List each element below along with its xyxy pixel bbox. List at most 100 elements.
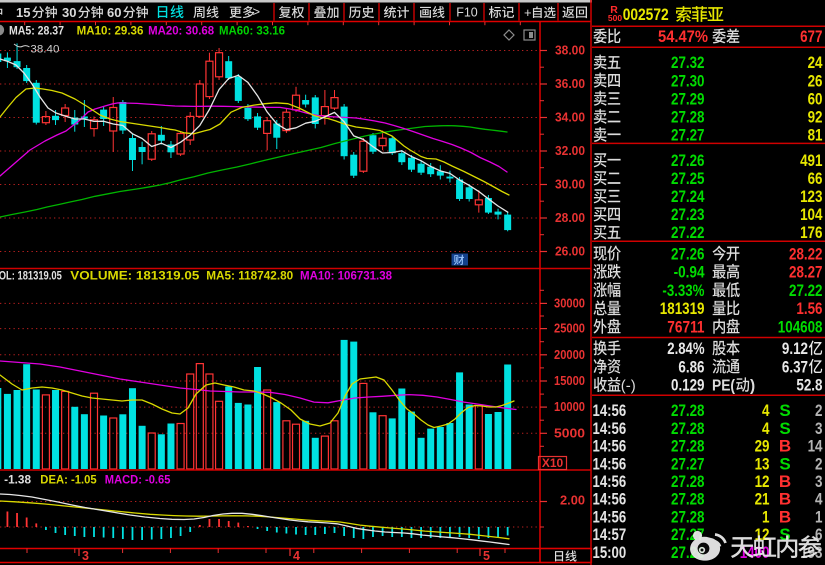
svg-text:30: 30 xyxy=(62,5,76,20)
svg-text:2.84%: 2.84% xyxy=(667,339,704,358)
svg-text:2: 2 xyxy=(815,454,823,473)
svg-text:002572: 002572 xyxy=(623,5,669,24)
svg-text:9.12: 9.12 xyxy=(782,339,808,358)
svg-text:27.22: 27.22 xyxy=(671,223,705,242)
svg-text:X10: X10 xyxy=(542,456,564,470)
svg-text:27.29: 27.29 xyxy=(671,89,705,108)
svg-text:28.22: 28.22 xyxy=(789,244,823,263)
svg-text:76711: 76711 xyxy=(667,317,704,336)
svg-text:14:56: 14:56 xyxy=(593,472,627,491)
svg-text:5: 5 xyxy=(483,549,490,563)
svg-text:): ) xyxy=(750,378,755,395)
svg-text:14:56: 14:56 xyxy=(593,454,627,473)
svg-text:4: 4 xyxy=(293,549,300,563)
svg-text:36.00: 36.00 xyxy=(555,77,585,91)
svg-text:26.00: 26.00 xyxy=(555,245,585,259)
svg-text:13: 13 xyxy=(755,454,770,473)
svg-text:3: 3 xyxy=(815,472,823,491)
svg-text:VOL: 181319.05: VOL: 181319.05 xyxy=(0,269,62,283)
svg-text:2: 2 xyxy=(815,401,823,420)
svg-text:3: 3 xyxy=(815,419,823,438)
svg-text:27.30: 27.30 xyxy=(671,71,705,90)
svg-text:MA20: 30.68: MA20: 30.68 xyxy=(148,26,215,38)
svg-text:6: 6 xyxy=(815,525,823,544)
svg-text:-0.94: -0.94 xyxy=(674,263,705,282)
svg-text:VOLUME: 181319.05: VOLUME: 181319.05 xyxy=(70,269,199,283)
svg-text:14:56: 14:56 xyxy=(593,401,627,420)
svg-text:21: 21 xyxy=(755,490,770,509)
svg-text:MA10: 106731.38: MA10: 106731.38 xyxy=(300,269,392,283)
svg-text:38.40: 38.40 xyxy=(30,44,59,56)
svg-text:20000: 20000 xyxy=(554,348,585,362)
svg-text:15000: 15000 xyxy=(554,374,585,388)
svg-text:104: 104 xyxy=(800,205,823,224)
svg-text:14: 14 xyxy=(808,437,823,456)
svg-text:30.00: 30.00 xyxy=(555,178,585,192)
svg-text:4: 4 xyxy=(762,419,770,438)
svg-text:10000: 10000 xyxy=(554,400,585,414)
svg-text:27.22: 27.22 xyxy=(789,281,823,300)
svg-text:14:57: 14:57 xyxy=(593,525,627,544)
svg-text:2.00: 2.00 xyxy=(560,494,585,508)
svg-text:B: B xyxy=(779,507,791,526)
svg-text:14:56: 14:56 xyxy=(593,490,627,509)
svg-text:14:56: 14:56 xyxy=(593,507,627,526)
svg-text:6.86: 6.86 xyxy=(678,357,704,376)
svg-text:27.26: 27.26 xyxy=(671,151,705,170)
svg-text:81: 81 xyxy=(808,126,823,145)
svg-text:677: 677 xyxy=(800,27,822,46)
svg-text:30000: 30000 xyxy=(554,296,585,310)
svg-text:3: 3 xyxy=(82,549,89,563)
svg-text:27.23: 27.23 xyxy=(671,205,705,224)
svg-text:1: 1 xyxy=(762,507,770,526)
svg-text:176: 176 xyxy=(800,223,822,242)
svg-text:27.28: 27.28 xyxy=(671,419,705,438)
svg-text:6.37: 6.37 xyxy=(782,357,808,376)
svg-text:DEA: -1.05: DEA: -1.05 xyxy=(40,473,97,487)
svg-text:27.28: 27.28 xyxy=(671,507,705,526)
svg-text:5000: 5000 xyxy=(554,426,585,440)
svg-text:27.24: 27.24 xyxy=(671,187,705,206)
svg-text:25000: 25000 xyxy=(554,322,585,336)
svg-text:24: 24 xyxy=(808,53,823,72)
svg-text:92: 92 xyxy=(808,108,823,127)
svg-text:4: 4 xyxy=(762,401,770,420)
svg-text:-3.33%: -3.33% xyxy=(662,281,704,300)
svg-text:15:00: 15:00 xyxy=(593,543,627,562)
svg-text:15: 15 xyxy=(16,5,30,20)
svg-text:R: R xyxy=(610,4,618,16)
svg-text:181319: 181319 xyxy=(660,299,705,318)
svg-text:27.26: 27.26 xyxy=(671,244,705,263)
svg-text:34.00: 34.00 xyxy=(555,111,585,125)
svg-text:MA60: 33.16: MA60: 33.16 xyxy=(219,26,285,38)
svg-text:28.27: 28.27 xyxy=(789,263,823,282)
svg-text:S: S xyxy=(779,419,790,438)
svg-text:MACD: -0.65: MACD: -0.65 xyxy=(105,473,171,487)
svg-text:MA5: 28.37: MA5: 28.37 xyxy=(9,26,64,38)
svg-text:27.27: 27.27 xyxy=(671,126,705,145)
svg-text:4: 4 xyxy=(815,490,823,509)
svg-text:27.28: 27.28 xyxy=(671,437,705,456)
svg-text:26: 26 xyxy=(808,71,823,90)
svg-text:+: + xyxy=(524,5,532,20)
svg-text:27.28: 27.28 xyxy=(671,472,705,491)
svg-text:27.28: 27.28 xyxy=(671,401,705,420)
svg-text:(-): (-) xyxy=(621,378,636,395)
svg-text:12: 12 xyxy=(755,472,770,491)
svg-text:B: B xyxy=(779,437,791,456)
svg-text:F10: F10 xyxy=(456,6,478,20)
svg-text:MA10: 29.36: MA10: 29.36 xyxy=(77,26,144,38)
svg-text:104608: 104608 xyxy=(778,317,823,336)
svg-text:38.00: 38.00 xyxy=(555,44,585,58)
svg-text:27.28: 27.28 xyxy=(671,108,705,127)
svg-text:27.28: 27.28 xyxy=(671,490,705,509)
svg-text:29: 29 xyxy=(755,437,770,456)
svg-text:14:56: 14:56 xyxy=(593,437,627,456)
svg-text:S: S xyxy=(779,525,790,544)
svg-text:27.25: 27.25 xyxy=(671,169,705,188)
svg-text:54.47%: 54.47% xyxy=(658,27,708,46)
svg-text:491: 491 xyxy=(800,151,822,170)
svg-text:66: 66 xyxy=(808,169,823,188)
svg-text:DIF: -1.38: DIF: -1.38 xyxy=(0,473,31,487)
svg-text:B: B xyxy=(779,472,791,491)
